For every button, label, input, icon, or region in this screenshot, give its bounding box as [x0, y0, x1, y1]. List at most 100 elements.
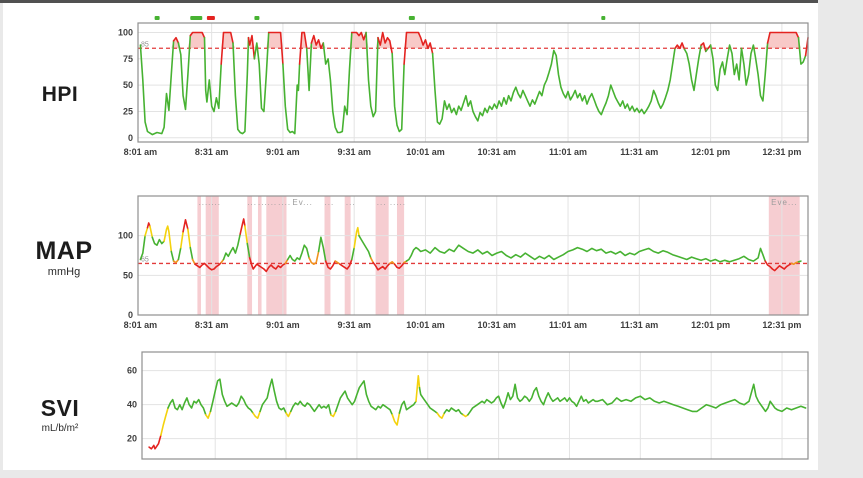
- trend-line-segment: [391, 52, 405, 133]
- y-tick-label: 40: [127, 400, 137, 410]
- trend-line-segment: [351, 31, 367, 41]
- svi-trend-chart: 20 40 60: [127, 351, 809, 460]
- trend-line-segment: [358, 234, 372, 259]
- hypotension-event-band: [324, 196, 331, 315]
- x-tick-label: 11:01 am: [549, 147, 587, 157]
- trend-line-segment: [209, 378, 254, 414]
- trend-line-segment: [330, 410, 337, 418]
- trend-line-segment: [259, 378, 287, 414]
- x-tick-label: 12:31 pm: [762, 147, 801, 157]
- trend-line-segment: [160, 407, 169, 436]
- timeline-mark: [206, 16, 215, 20]
- plot-frame: [137, 195, 809, 316]
- trend-line-segment: [415, 375, 421, 403]
- y-tick-label: 100: [118, 231, 133, 241]
- x-tick-label: 11:31 am: [620, 320, 658, 330]
- trend-line-segment: [322, 31, 353, 134]
- timeline-mark: [190, 16, 203, 20]
- trend-line-segment: [764, 260, 793, 272]
- trend-line-segment: [146, 222, 151, 229]
- event-label[interactable]: ...: [377, 198, 387, 207]
- x-tick-label: 9:01 am: [266, 147, 300, 157]
- y-tick-label: 100: [118, 27, 133, 37]
- trend-line-segment: [247, 34, 256, 60]
- x-tick-label: 12:01 pm: [691, 320, 730, 330]
- trend-line-segment: [790, 261, 800, 265]
- trend-line-segment: [205, 410, 212, 419]
- x-tick-label: 9:31 am: [337, 320, 371, 330]
- trend-line-segment: [232, 36, 250, 135]
- trend-line-segment: [467, 383, 807, 416]
- event-label[interactable]: Eve...: [771, 198, 797, 207]
- trend-line-segment: [282, 63, 301, 135]
- event-label[interactable]: ....: [278, 198, 291, 207]
- trend-line-segment: [393, 261, 405, 269]
- y-tick-label: 20: [127, 434, 137, 444]
- x-tick-label: 8:01 am: [124, 147, 158, 157]
- event-label[interactable]: .....: [390, 198, 406, 207]
- x-tick-label: 10:31 am: [477, 147, 516, 157]
- event-label[interactable]: ...: [325, 198, 335, 207]
- trend-line-segment: [709, 42, 769, 102]
- trend-line-segment: [797, 36, 807, 65]
- y-tick-label: 75: [123, 54, 133, 64]
- plot-area: [138, 23, 808, 142]
- trend-line-segment: [182, 219, 189, 233]
- plot-area: [138, 196, 808, 315]
- trend-line-segment: [431, 47, 676, 125]
- trend-line-segment: [139, 40, 175, 136]
- trend-line-segment: [683, 44, 702, 92]
- trend-line-segment: [308, 250, 320, 265]
- trend-line-segment: [252, 410, 261, 419]
- trend-line-segment: [389, 261, 396, 265]
- hypotension-event-band: [205, 196, 219, 315]
- event-label[interactable]: ...: [267, 198, 277, 207]
- trend-line-segment: [462, 414, 469, 418]
- trend-line-segment: [285, 410, 292, 418]
- trend-line-segment: [370, 257, 374, 264]
- trend-line-segment: [253, 31, 270, 113]
- trend-line-segment: [144, 226, 149, 237]
- row-label-map: MAP: [35, 237, 93, 265]
- timeline-mark: [408, 16, 415, 20]
- trend-line-segment: [317, 236, 327, 262]
- trend-line-segment: [239, 218, 246, 235]
- trend-line-segment: [244, 225, 249, 245]
- row-label-hpi: HPI: [41, 83, 79, 106]
- trend-line-segment: [220, 31, 234, 65]
- trend-line-segment: [248, 257, 287, 273]
- trend-line-segment: [286, 244, 310, 262]
- x-tick-label: 12:01 pm: [691, 147, 730, 157]
- event-label[interactable]: ...: [346, 198, 356, 207]
- trend-line-segment: [149, 225, 154, 239]
- event-label[interactable]: ....: [208, 198, 221, 207]
- trend-line-segment: [365, 31, 379, 118]
- y-tick-label: 60: [127, 366, 137, 376]
- trend-line-segment: [351, 246, 355, 261]
- trend-line-segment: [151, 236, 165, 246]
- timeline-mark: [254, 16, 260, 20]
- y-tick-label: 0: [128, 310, 133, 320]
- above-threshold-fill: [140, 32, 808, 49]
- x-tick-label: 11:01 am: [549, 320, 587, 330]
- event-label[interactable]: ...: [258, 198, 268, 207]
- hpi-trend-chart: 85 0 25 50 75 100 8:01 am 8:31 am 9:01 am 9:31 am…: [118, 16, 809, 157]
- trend-line-segment: [377, 31, 393, 55]
- event-label[interactable]: ...: [247, 198, 257, 207]
- event-label[interactable]: Ev...: [292, 198, 312, 207]
- trend-line-segment: [177, 34, 192, 111]
- trend-line-segment: [180, 230, 184, 249]
- trend-line-segment: [203, 36, 222, 113]
- trend-line-segment: [310, 34, 325, 50]
- trend-line-segment: [443, 407, 464, 416]
- plot-frame: [141, 351, 809, 460]
- y-tick-label: 50: [123, 270, 133, 280]
- trend-line-segment: [189, 31, 206, 39]
- event-label[interactable]: ...: [199, 198, 209, 207]
- trend-line-segment: [418, 386, 438, 414]
- trend-line-segment: [290, 400, 332, 416]
- trend-line-segment: [766, 31, 800, 44]
- hypotension-event-band: [375, 196, 389, 315]
- trend-line-segment: [334, 260, 341, 265]
- row-unit-svi: mL/b/m²: [41, 423, 79, 434]
